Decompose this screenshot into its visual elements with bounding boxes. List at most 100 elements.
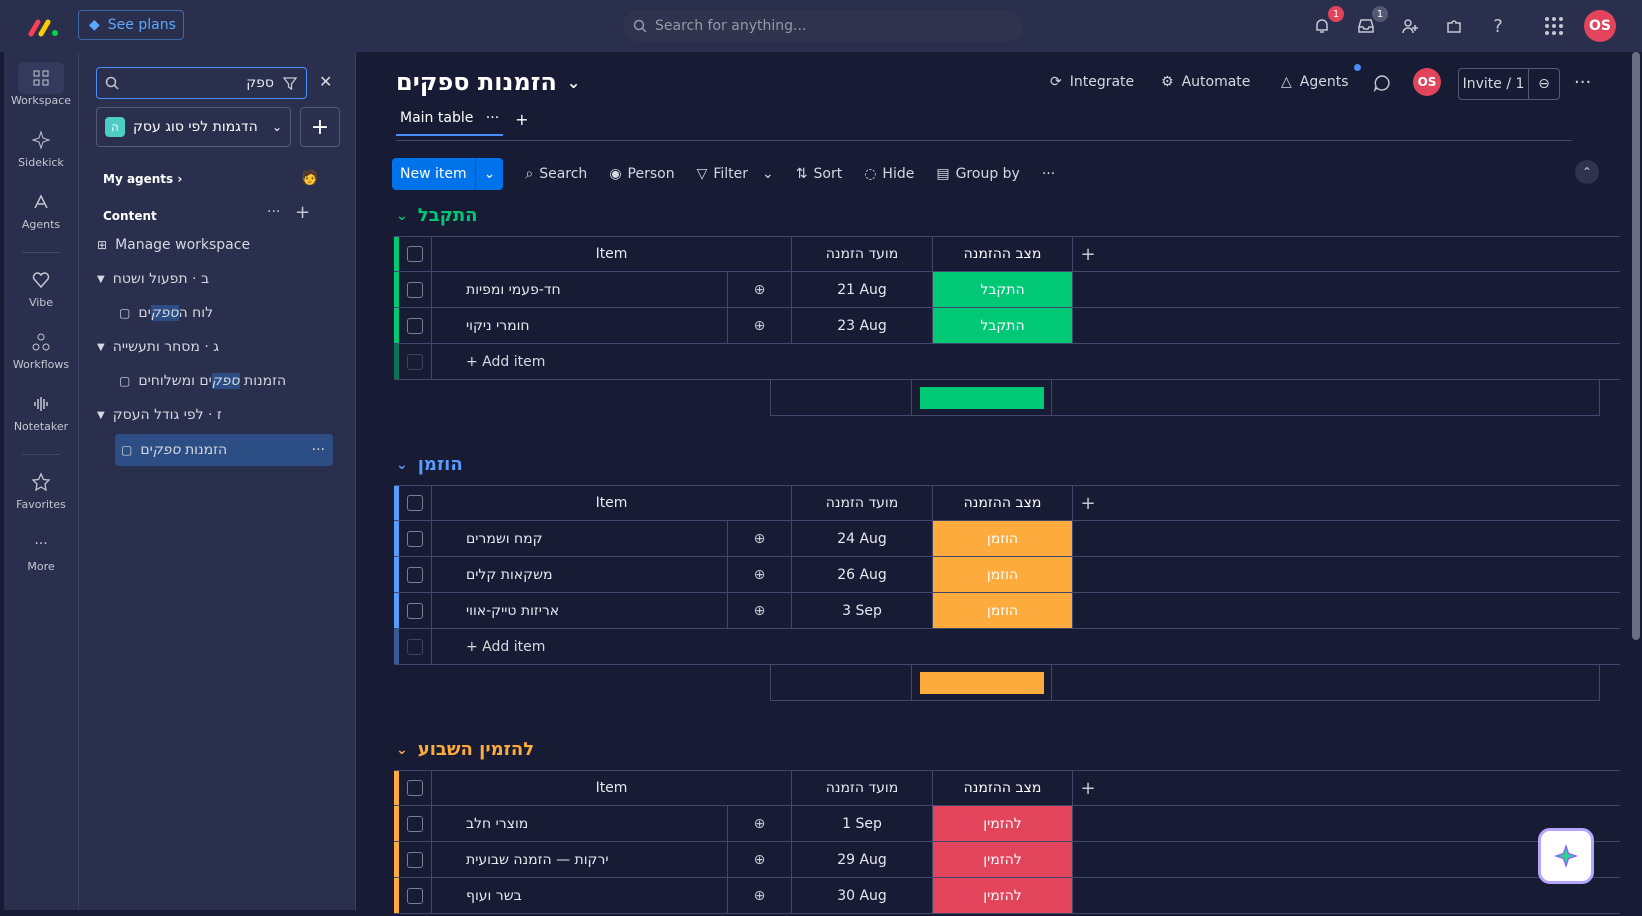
chevron-down-icon[interactable]: ⌄ — [396, 207, 408, 224]
add-column-icon[interactable]: + — [1080, 492, 1096, 514]
see-plans-button[interactable]: ◆ See plans — [78, 10, 184, 40]
row-checkbox[interactable] — [407, 602, 423, 619]
status-cell[interactable]: להזמין — [933, 878, 1073, 913]
col-date-header[interactable]: מועד הזמנה — [792, 237, 933, 271]
board-item-supplier-orders[interactable]: ▢ הזמנות ספקים ··· — [115, 434, 333, 466]
col-item-header[interactable]: Item — [432, 771, 792, 805]
row-checkbox[interactable] — [407, 887, 423, 904]
order-date[interactable]: 1 Sep — [792, 806, 933, 841]
row-checkbox[interactable] — [407, 530, 423, 547]
manage-workspace-item[interactable]: ⊞ Manage workspace — [97, 229, 349, 261]
copy-link-icon[interactable]: ⊖ — [1538, 76, 1550, 92]
notifications-bell-icon[interactable]: 1 — [1310, 6, 1344, 38]
rail-item-notetaker[interactable]: Notetaker — [4, 394, 78, 433]
add-update-icon[interactable]: ⊕ — [728, 878, 792, 913]
apps-grid-icon[interactable] — [1542, 14, 1566, 38]
col-status-header[interactable]: מצב ההזמנה — [933, 486, 1073, 520]
add-workspace-button[interactable]: + — [300, 107, 340, 147]
group-title-to-order[interactable]: ⌄ להזמין השבוע — [396, 739, 535, 760]
select-all-checkbox[interactable] — [407, 495, 423, 511]
order-date[interactable]: 21 Aug — [792, 272, 933, 307]
table-row[interactable]: חומרי ניקוי ⊕ 23 Aug התקבל — [394, 308, 1620, 344]
add-item-input[interactable]: + Add item — [466, 353, 546, 370]
table-row[interactable]: חד-פעמי ומפיות ⊕ 21 Aug התקבל — [394, 272, 1620, 308]
board-more-icon[interactable]: ··· — [1574, 72, 1592, 93]
status-cell[interactable]: הוזמן — [933, 521, 1073, 556]
col-item-header[interactable]: Item — [432, 486, 792, 520]
add-update-icon[interactable]: ⊕ — [728, 521, 792, 556]
board-member-avatar[interactable]: OS — [1413, 68, 1441, 96]
add-update-icon[interactable]: ⊕ — [728, 842, 792, 877]
group-by-button[interactable]: ▤ Group by — [936, 166, 1020, 182]
order-date[interactable]: 23 Aug — [792, 308, 933, 343]
status-cell[interactable]: התקבל — [933, 272, 1073, 307]
rail-item-workspace[interactable]: Workspace — [4, 68, 78, 107]
sort-button[interactable]: ⇅ Sort — [795, 166, 843, 182]
table-row[interactable]: משקאות קלים ⊕ 26 Aug הוזמן — [394, 557, 1620, 593]
select-all-checkbox[interactable] — [407, 246, 423, 262]
add-item-row[interactable]: + Add item — [394, 629, 1620, 665]
add-update-icon[interactable]: ⊕ — [728, 308, 792, 343]
folder-operations[interactable]: ▼ ב · תפעול ושטח — [97, 263, 349, 295]
content-add-icon[interactable]: + — [295, 202, 311, 223]
item-name[interactable]: משקאות קלים — [432, 557, 728, 592]
add-update-icon[interactable]: ⊕ — [728, 557, 792, 592]
col-item-header[interactable]: Item — [432, 237, 792, 271]
agents-button[interactable]: △ Agents — [1281, 74, 1349, 90]
status-summary-bar[interactable] — [919, 386, 1044, 409]
close-icon[interactable]: ✕ — [319, 72, 333, 91]
board-title[interactable]: הזמנות ספקים ⌄ — [396, 68, 580, 96]
row-checkbox[interactable] — [407, 281, 423, 298]
add-update-icon[interactable]: ⊕ — [728, 593, 792, 628]
rail-item-workflows[interactable]: Workflows — [4, 332, 78, 371]
updates-chat-icon[interactable] — [1373, 74, 1391, 92]
item-name[interactable]: בשר ועוף — [432, 878, 728, 913]
global-search-input[interactable]: Search for anything... — [623, 10, 1023, 42]
rail-item-vibe[interactable]: Vibe — [4, 270, 78, 309]
board-more-icon[interactable]: ··· — [311, 442, 325, 458]
item-name[interactable]: אריזות טייק-אווי — [432, 593, 728, 628]
add-column-icon[interactable]: + — [1080, 777, 1096, 799]
folder-commerce[interactable]: ▼ ג · מסחר ותעשייה — [97, 331, 349, 363]
page-scrollbar[interactable] — [1632, 52, 1640, 640]
col-status-header[interactable]: מצב ההזמנה — [933, 771, 1073, 805]
table-row[interactable]: מוצרי חלב ⊕ 1 Sep להזמין — [394, 806, 1620, 842]
item-name[interactable]: חד-פעמי ומפיות — [432, 272, 728, 307]
integrate-button[interactable]: ⟳ Integrate — [1050, 74, 1135, 90]
item-name[interactable]: ירקות — הזמנה שבועית — [432, 842, 728, 877]
rail-item-sidekick[interactable]: Sidekick — [4, 130, 78, 169]
board-item-orders-shipments[interactable]: ▢ הזמנות ספקים ומשלוחים — [97, 365, 349, 397]
row-checkbox[interactable] — [407, 851, 423, 868]
filter-icon[interactable] — [282, 75, 298, 91]
row-checkbox[interactable] — [407, 317, 423, 334]
order-date[interactable]: 24 Aug — [792, 521, 933, 556]
user-avatar[interactable]: OS — [1584, 10, 1616, 42]
toolbar-more-icon[interactable]: ··· — [1041, 166, 1056, 182]
status-cell[interactable]: הוזמן — [933, 593, 1073, 628]
apps-puzzle-icon[interactable] — [1442, 14, 1466, 38]
order-date[interactable]: 29 Aug — [792, 842, 933, 877]
col-date-header[interactable]: מועד הזמנה — [792, 486, 933, 520]
inbox-icon[interactable]: 1 — [1354, 6, 1388, 38]
tab-main-table[interactable]: Main table ··· — [396, 110, 504, 136]
add-view-icon[interactable]: + — [515, 109, 529, 129]
status-cell[interactable]: התקבל — [933, 308, 1073, 343]
add-item-row[interactable]: + Add item — [394, 344, 1620, 380]
my-agents-link[interactable]: My agents › — [103, 172, 183, 186]
select-all-checkbox[interactable] — [407, 780, 423, 796]
rail-item-favorites[interactable]: Favorites — [4, 472, 78, 511]
workspace-selector[interactable]: ה הדגמות לפי סוג עסק ⌄ — [96, 107, 291, 147]
add-item-input[interactable]: + Add item — [466, 638, 546, 655]
hide-button[interactable]: ◌ Hide — [864, 166, 915, 182]
order-date[interactable]: 30 Aug — [792, 878, 933, 913]
invite-button[interactable]: Invite / 1 ⊖ — [1458, 68, 1560, 100]
monday-logo-icon[interactable] — [28, 14, 60, 38]
row-checkbox[interactable] — [407, 815, 423, 832]
col-status-header[interactable]: מצב ההזמנה — [933, 237, 1073, 271]
person-filter-button[interactable]: ◉ Person — [609, 166, 675, 182]
col-date-header[interactable]: מועד הזמנה — [792, 771, 933, 805]
group-title-received[interactable]: ⌄ התקבל — [396, 205, 478, 226]
status-cell[interactable]: להזמין — [933, 806, 1073, 841]
chevron-down-icon[interactable]: ⌄ — [396, 741, 408, 758]
order-date[interactable]: 26 Aug — [792, 557, 933, 592]
